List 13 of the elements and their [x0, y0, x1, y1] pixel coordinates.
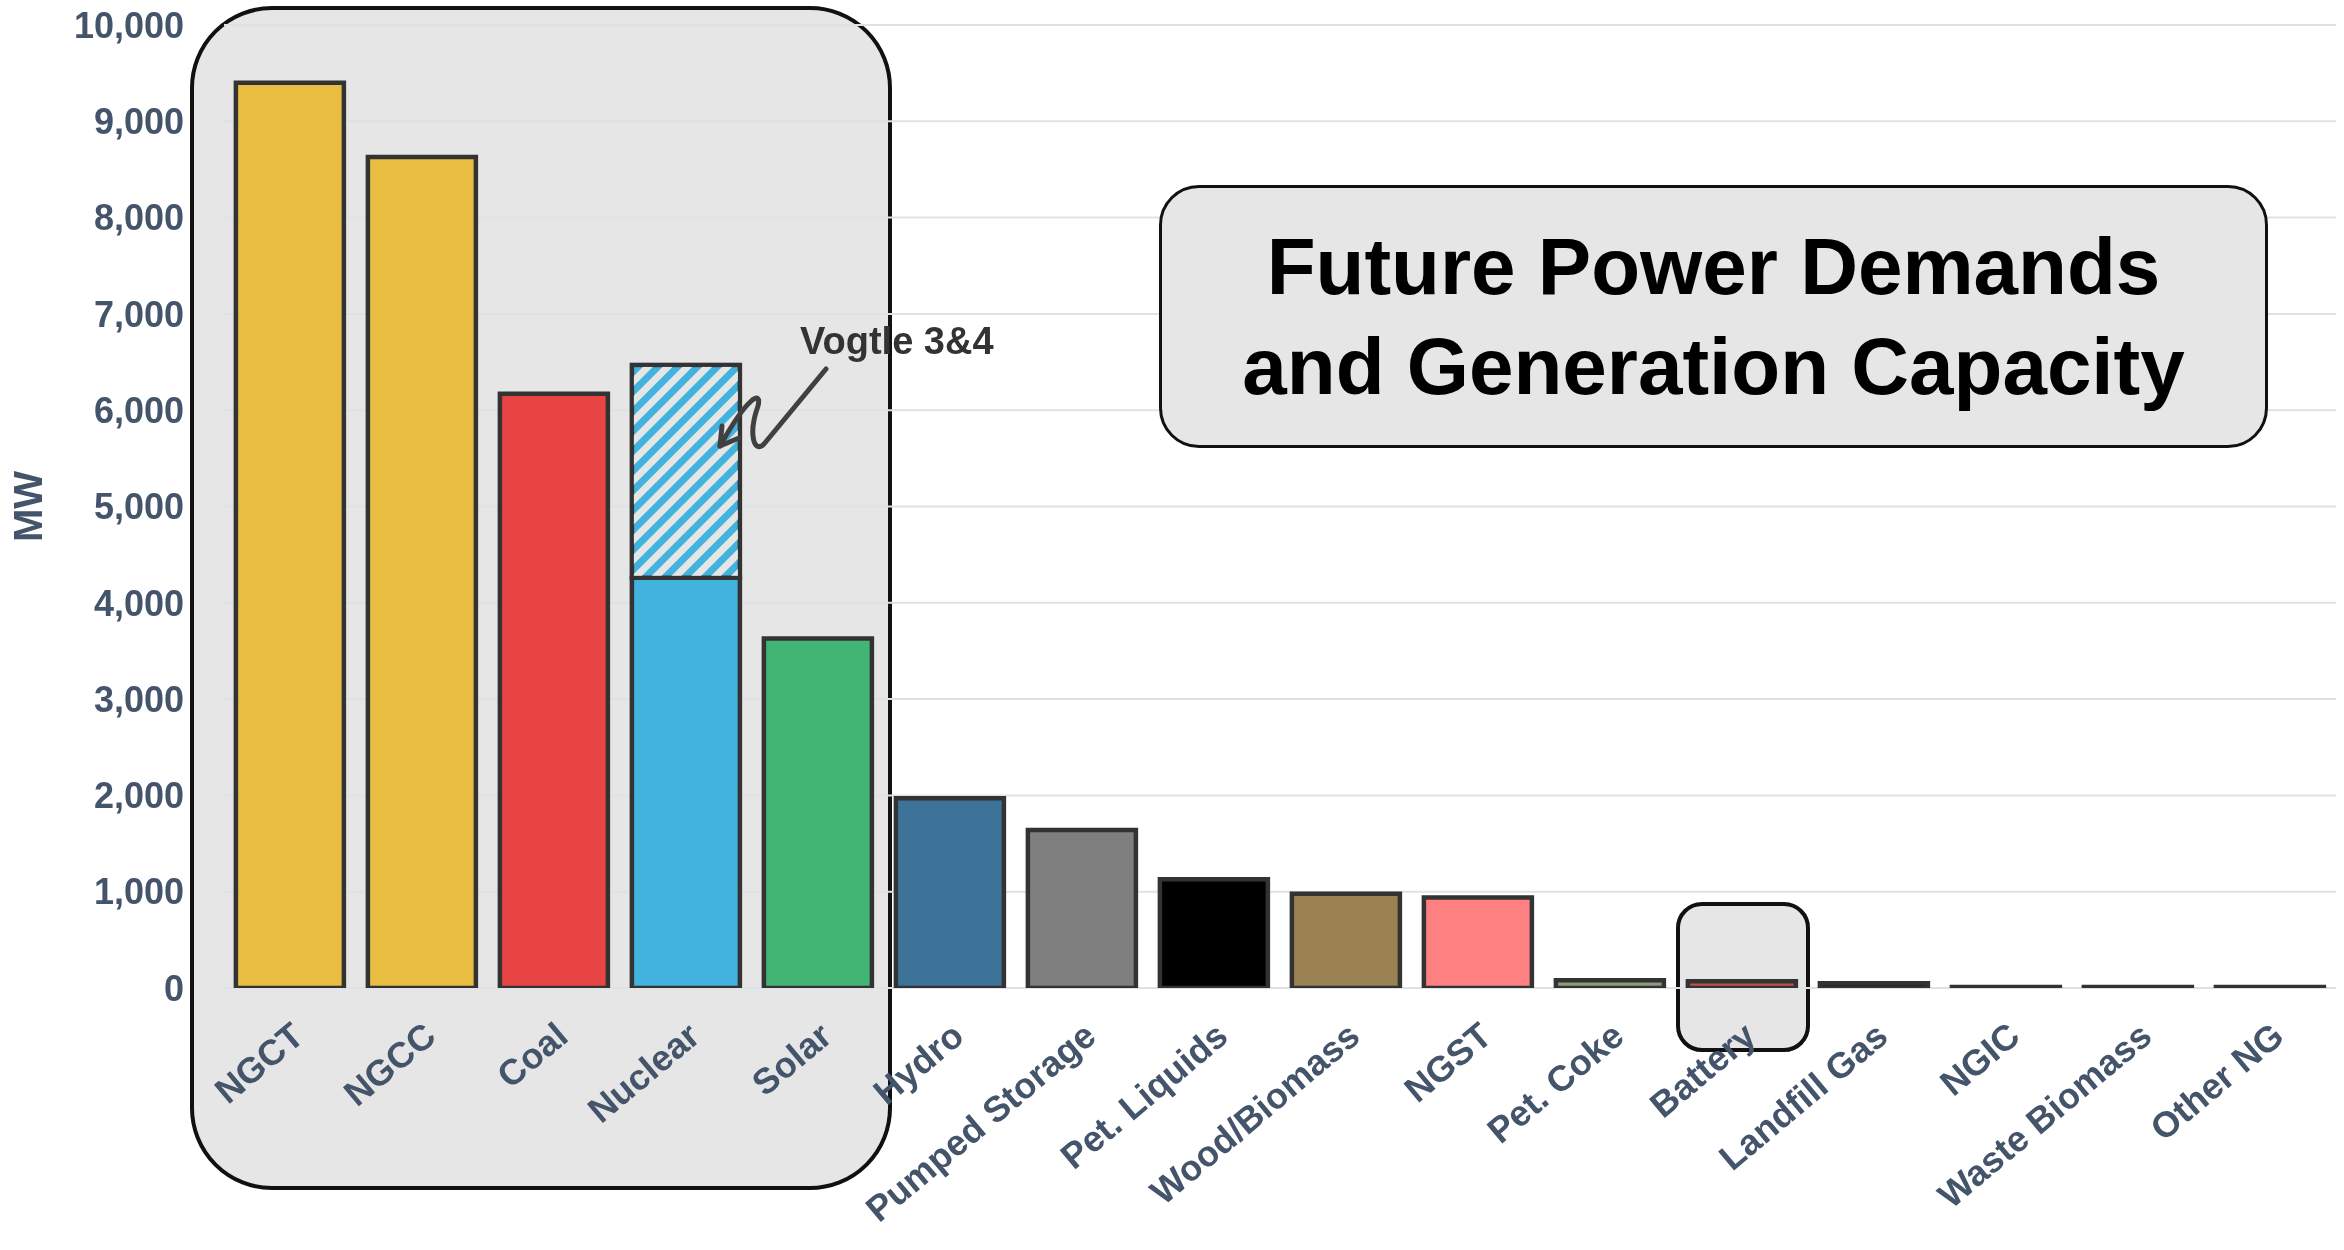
y-tick-label: 10,000	[73, 4, 184, 46]
y-tick-label: 9,000	[93, 101, 184, 143]
y-tick-label: 6,000	[93, 389, 184, 431]
y-axis-title: MW	[6, 470, 50, 543]
y-tick-label: 3,000	[93, 678, 184, 720]
y-tick-label: 4,000	[93, 582, 184, 624]
y-tick-label: 8,000	[93, 197, 184, 239]
y-tick-label: 0	[163, 967, 184, 1009]
text: Future Power Demands and Generation Capacity	[1241, 220, 2186, 413]
y-tick-label: 1,000	[93, 871, 184, 913]
y-tick-label: 5,000	[93, 486, 184, 528]
y-tick-label: 2,000	[93, 775, 184, 817]
y-tick-label: 7,000	[93, 293, 184, 335]
